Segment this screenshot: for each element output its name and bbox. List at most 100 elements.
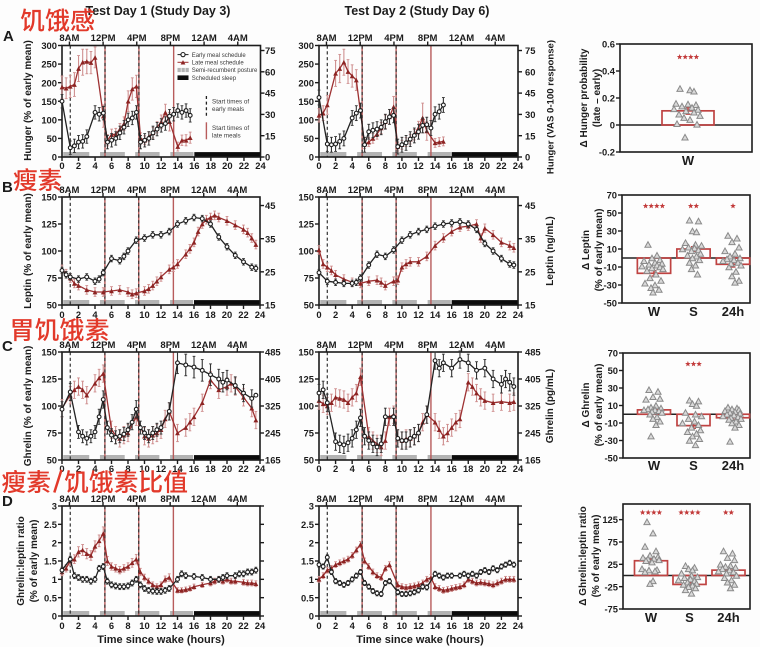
svg-text:12PM: 12PM — [348, 340, 373, 351]
svg-text:300: 300 — [41, 40, 57, 51]
svg-text:8: 8 — [125, 620, 130, 631]
svg-text:(late – early): (late – early) — [592, 69, 603, 127]
svg-text:12: 12 — [413, 463, 423, 474]
svg-text:24h: 24h — [717, 610, 739, 625]
svg-text:12PM: 12PM — [91, 33, 116, 44]
svg-text:125: 125 — [602, 514, 618, 525]
svg-text:W: W — [648, 458, 661, 473]
svg-text:Early meal schedule: Early meal schedule — [192, 53, 247, 59]
svg-text:4: 4 — [92, 309, 98, 320]
svg-text:10: 10 — [397, 463, 407, 474]
svg-text:Start times of: Start times of — [212, 99, 249, 106]
svg-text:75: 75 — [47, 273, 57, 284]
svg-text:4: 4 — [350, 160, 356, 171]
svg-text:35: 35 — [525, 233, 535, 244]
svg-text:4PM: 4PM — [384, 340, 404, 351]
svg-text:150: 150 — [298, 96, 314, 107]
svg-text:22: 22 — [239, 160, 249, 171]
svg-text:18: 18 — [463, 309, 473, 320]
svg-text:150: 150 — [298, 192, 314, 203]
svg-text:16: 16 — [446, 620, 456, 631]
svg-text:45: 45 — [265, 88, 275, 99]
svg-text:245: 245 — [265, 428, 281, 439]
svg-text:16: 16 — [189, 160, 199, 171]
svg-text:Scheduled sleep: Scheduled sleep — [192, 76, 237, 82]
svg-text:75: 75 — [47, 428, 57, 439]
svg-text:4PM: 4PM — [384, 33, 404, 44]
svg-text:12: 12 — [413, 620, 423, 631]
svg-text:405: 405 — [265, 374, 281, 385]
svg-text:8AM: 8AM — [59, 340, 79, 351]
svg-text:50: 50 — [304, 455, 314, 466]
svg-text:12: 12 — [156, 463, 166, 474]
svg-text:16: 16 — [446, 309, 456, 320]
svg-text:10: 10 — [397, 620, 407, 631]
svg-text:15: 15 — [525, 130, 535, 141]
svg-text:2: 2 — [76, 463, 81, 474]
svg-text:4: 4 — [92, 160, 98, 171]
svg-text:150: 150 — [298, 347, 314, 358]
svg-text:75: 75 — [304, 273, 314, 284]
svg-text:Test Day 2 (Study Day 6): Test Day 2 (Study Day 6) — [345, 4, 490, 18]
svg-text:16: 16 — [189, 620, 199, 631]
svg-text:300: 300 — [298, 40, 314, 51]
svg-text:20: 20 — [480, 620, 490, 631]
svg-text:485: 485 — [525, 347, 541, 358]
svg-text:0: 0 — [59, 463, 64, 474]
svg-text:8: 8 — [383, 160, 388, 171]
svg-text:10: 10 — [608, 400, 618, 411]
svg-text:Ghrelin:leptin ratio: Ghrelin:leptin ratio — [16, 516, 27, 605]
svg-text:2: 2 — [333, 160, 338, 171]
svg-text:22: 22 — [496, 309, 506, 320]
svg-text:100: 100 — [298, 114, 314, 125]
svg-text:250: 250 — [41, 59, 57, 70]
svg-text:Time since wake (hours): Time since wake (hours) — [97, 634, 225, 646]
svg-text:4AM: 4AM — [227, 185, 247, 196]
svg-text:0.6: 0.6 — [602, 39, 615, 50]
svg-text:24: 24 — [255, 620, 266, 631]
svg-text:0: 0 — [309, 611, 314, 622]
svg-text:20: 20 — [222, 309, 232, 320]
svg-text:W: W — [645, 610, 658, 625]
svg-text:8: 8 — [126, 160, 131, 171]
svg-text:8AM: 8AM — [316, 494, 336, 505]
svg-text:12PM: 12PM — [348, 33, 373, 44]
svg-text:4: 4 — [92, 620, 98, 631]
svg-text:10: 10 — [397, 309, 407, 320]
svg-text:8: 8 — [383, 463, 388, 474]
svg-text:150: 150 — [41, 347, 57, 358]
svg-text:50: 50 — [607, 208, 617, 219]
svg-text:4PM: 4PM — [127, 33, 147, 44]
svg-text:165: 165 — [265, 455, 281, 466]
svg-text:2: 2 — [333, 309, 338, 320]
svg-text:16: 16 — [446, 463, 456, 474]
svg-text:22: 22 — [496, 620, 506, 631]
svg-text:14: 14 — [172, 620, 183, 631]
svg-text:30: 30 — [525, 109, 535, 120]
svg-text:18: 18 — [205, 309, 215, 320]
svg-text:0.4: 0.4 — [602, 66, 616, 77]
svg-text:75: 75 — [304, 428, 314, 439]
svg-text:12AM: 12AM — [449, 33, 474, 44]
svg-text:0: 0 — [525, 152, 530, 163]
svg-text:70: 70 — [608, 348, 618, 359]
svg-text:12AM: 12AM — [191, 185, 216, 196]
svg-text:Start times of: Start times of — [212, 125, 249, 132]
svg-text:14: 14 — [430, 309, 441, 320]
svg-text:0: 0 — [610, 120, 615, 131]
svg-text:2: 2 — [76, 160, 81, 171]
svg-text:D: D — [2, 493, 13, 510]
svg-text:245: 245 — [525, 428, 541, 439]
svg-text:485: 485 — [265, 347, 281, 358]
svg-text:12: 12 — [156, 620, 166, 631]
svg-text:14: 14 — [430, 160, 441, 171]
svg-text:12: 12 — [413, 309, 423, 320]
svg-text:-75: -75 — [604, 604, 618, 615]
svg-text:Test Day 1 (Study Day 3): Test Day 1 (Study Day 3) — [86, 4, 231, 18]
svg-text:250: 250 — [298, 59, 314, 70]
svg-text:6: 6 — [109, 160, 114, 171]
svg-text:Hunger (VAS 0-100 response): Hunger (VAS 0-100 response) — [546, 40, 557, 174]
svg-text:3: 3 — [52, 501, 57, 512]
svg-text:30: 30 — [607, 226, 617, 237]
svg-text:S: S — [689, 304, 698, 319]
